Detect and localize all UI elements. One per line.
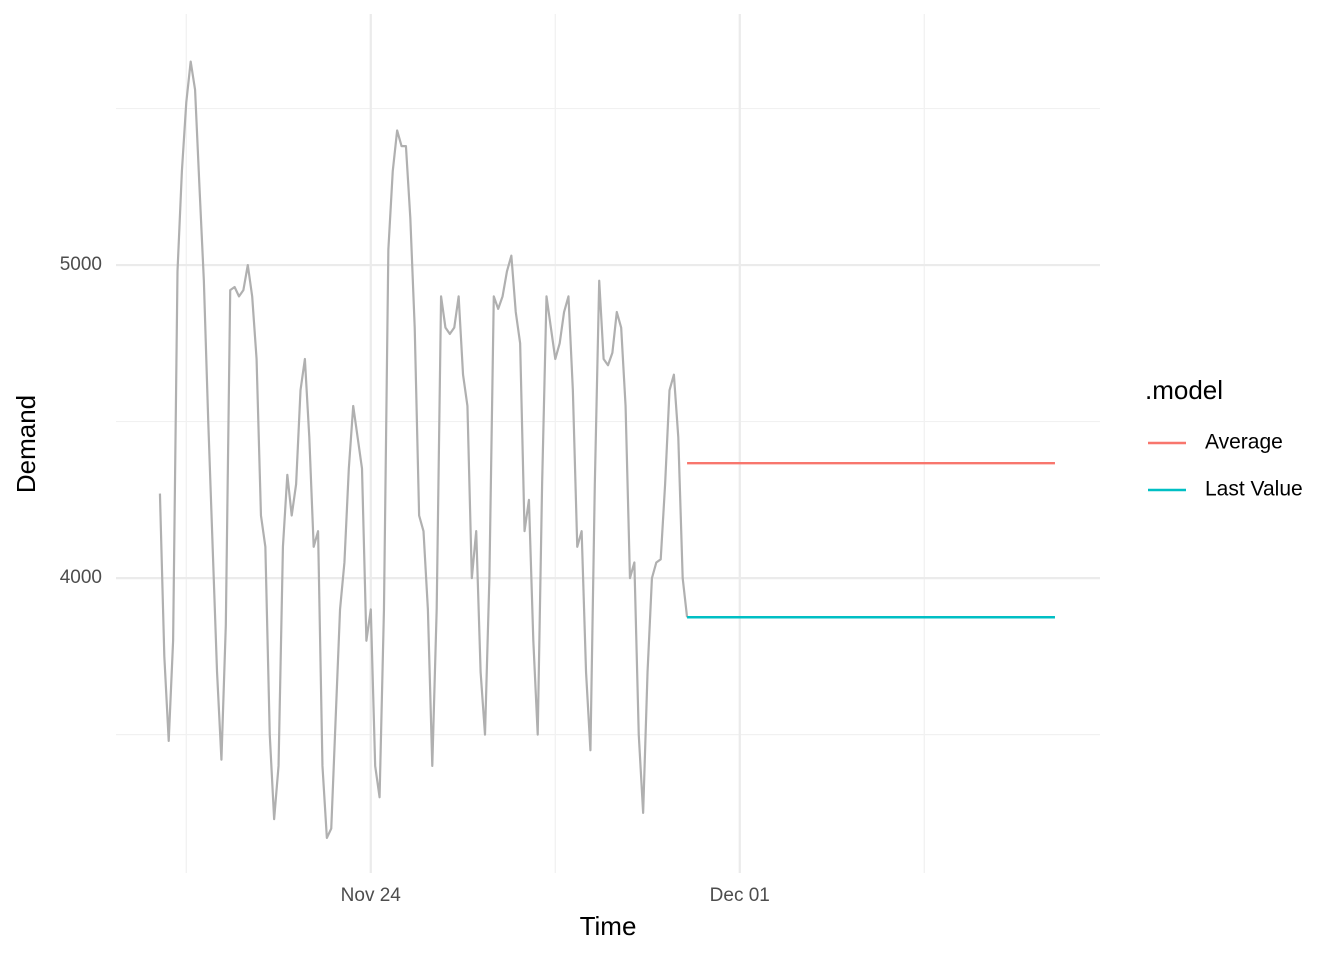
x-axis-title: Time <box>580 911 637 941</box>
legend-label: Last Value <box>1205 478 1303 501</box>
x-tick-label: Dec 01 <box>710 885 770 906</box>
legend-label: Average <box>1205 431 1283 454</box>
x-tick-label: Nov 24 <box>341 885 402 906</box>
y-axis-title: Demand <box>11 395 41 493</box>
grid <box>116 14 1100 873</box>
marks <box>158 60 1055 840</box>
legend-title: .model <box>1145 375 1223 405</box>
history-line <box>158 60 689 840</box>
y-tick-label: 5000 <box>60 254 102 275</box>
y-tick-label: 4000 <box>60 567 102 588</box>
